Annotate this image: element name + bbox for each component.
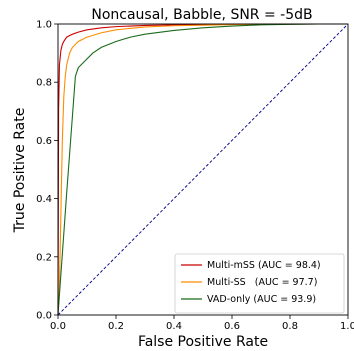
x-tick-label: 0.2 bbox=[108, 321, 124, 332]
y-tick-label: 0.0 bbox=[36, 311, 52, 322]
legend-label: Multi-SS (AUC = 97.7) bbox=[207, 277, 317, 288]
y-tick-label: 0.8 bbox=[36, 78, 52, 89]
y-tick-label: 1.0 bbox=[36, 20, 52, 31]
y-tick-label: 0.4 bbox=[36, 194, 52, 205]
chance-diagonal-line bbox=[57, 23, 349, 316]
y-axis-ticks: 0.0 0.2 0.4 0.6 0.8 1.0 bbox=[36, 20, 58, 322]
legend-label: Multi-mSS (AUC = 98.4) bbox=[207, 260, 321, 271]
y-tick-label: 0.2 bbox=[36, 252, 52, 263]
x-tick-label: 0.0 bbox=[50, 321, 66, 332]
y-tick-label: 0.6 bbox=[36, 136, 52, 147]
x-axis-label: False Positive Rate bbox=[138, 334, 268, 350]
x-tick-label: 0.8 bbox=[282, 321, 298, 332]
x-tick-label: 0.4 bbox=[166, 321, 182, 332]
legend-box bbox=[174, 253, 345, 314]
chart-title: Noncausal, Babble, SNR = -5dB bbox=[91, 7, 312, 23]
x-tick-label: 1.0 bbox=[340, 321, 354, 332]
legend: Multi-mSS (AUC = 98.4) Multi-SS (AUC = 97… bbox=[174, 253, 345, 314]
plot-frame bbox=[57, 23, 349, 316]
x-axis-ticks: 0.0 0.2 0.4 0.6 0.8 1.0 bbox=[50, 315, 354, 332]
series-line-3 bbox=[57, 23, 348, 316]
legend-label: VAD-only (AUC = 93.9) bbox=[207, 294, 316, 305]
series-line-2 bbox=[57, 23, 348, 316]
y-axis-label: True Positive Rate bbox=[12, 108, 28, 234]
x-tick-label: 0.6 bbox=[224, 321, 240, 332]
